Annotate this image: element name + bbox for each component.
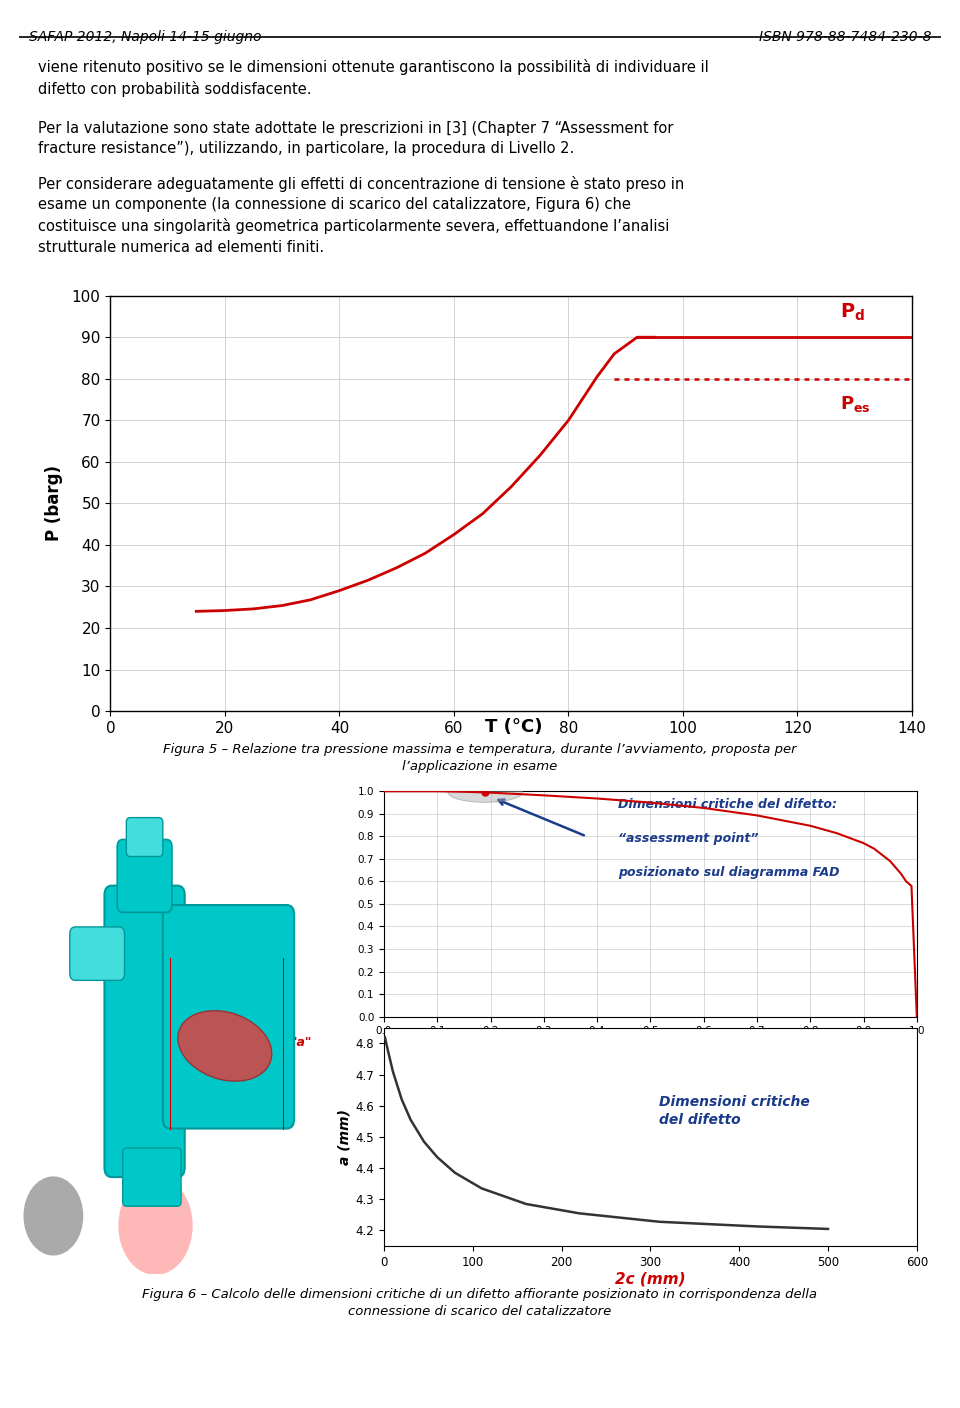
FancyBboxPatch shape	[105, 886, 184, 1177]
X-axis label: 2c (mm): 2c (mm)	[615, 1271, 685, 1287]
Text: Dimensioni critiche del difetto:: Dimensioni critiche del difetto:	[618, 798, 837, 811]
Y-axis label: a (mm): a (mm)	[337, 1110, 351, 1164]
Text: viene ritenuto positivo se le dimensioni ottenute garantiscono la possibilità di: viene ritenuto positivo se le dimensioni…	[38, 59, 709, 97]
Y-axis label: P (barg): P (barg)	[45, 466, 63, 541]
Text: SAFAP 2012, Napoli 14-15 giugno: SAFAP 2012, Napoli 14-15 giugno	[29, 30, 261, 44]
Text: Figura 6 – Calcolo delle dimensioni critiche di un difetto affiorante posizionat: Figura 6 – Calcolo delle dimensioni crit…	[142, 1288, 818, 1318]
Text: ISBN 978-88-7484-230-8: ISBN 978-88-7484-230-8	[758, 30, 931, 44]
Text: $\mathbf{P_{es}}$: $\mathbf{P_{es}}$	[840, 394, 872, 414]
Text: $\mathbf{P_d}$: $\mathbf{P_d}$	[840, 301, 866, 322]
FancyBboxPatch shape	[117, 839, 172, 912]
FancyBboxPatch shape	[163, 905, 294, 1129]
Circle shape	[119, 1177, 192, 1274]
FancyBboxPatch shape	[123, 1148, 181, 1207]
Text: “assessment point”: “assessment point”	[618, 832, 758, 845]
FancyBboxPatch shape	[70, 926, 125, 980]
Text: Per considerare adeguatamente gli effetti di concentrazione di tensione è stato : Per considerare adeguatamente gli effett…	[38, 176, 684, 255]
Text: Dimensioni critiche
del difetto: Dimensioni critiche del difetto	[660, 1095, 810, 1128]
Text: T (°C): T (°C)	[485, 718, 542, 736]
Text: Figura 5 – Relazione tra pressione massima e temperatura, durante l’avviamento, : Figura 5 – Relazione tra pressione massi…	[163, 743, 797, 773]
Text: posizionato sul diagramma FAD: posizionato sul diagramma FAD	[618, 866, 840, 879]
Text: "a": "a"	[291, 1036, 312, 1049]
Text: Per la valutazione sono state adottate le prescrizioni in [3] (Chapter 7 “Assess: Per la valutazione sono state adottate l…	[38, 121, 674, 156]
Circle shape	[24, 1177, 83, 1255]
Ellipse shape	[178, 1011, 272, 1081]
Ellipse shape	[448, 781, 522, 803]
FancyBboxPatch shape	[127, 818, 163, 856]
Text: "c": "c"	[213, 950, 233, 964]
